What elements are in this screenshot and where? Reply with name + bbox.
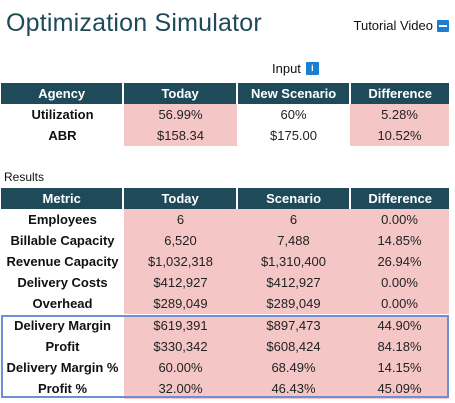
scenario-input[interactable]: 60% <box>237 104 350 125</box>
row-label: Delivery Costs <box>1 272 124 293</box>
scenario-value: 68.49% <box>237 357 350 378</box>
results-row-profit: Profit $330,342 $608,424 84.18% <box>1 336 449 357</box>
results-table-header: Metric Today Scenario Difference <box>1 188 449 209</box>
results-highlighted-body: Delivery Margin $619,391 $897,473 44.90% Pro… <box>1 315 449 399</box>
row-label: Revenue Capacity <box>1 251 124 272</box>
difference-value: 0.00% <box>350 293 449 314</box>
difference-value: 26.94% <box>350 251 449 272</box>
results-row-billable-capacity: Billable Capacity 6,520 7,488 14.85% <box>1 230 449 251</box>
header-metric: Metric <box>42 191 81 206</box>
page-title: Optimization Simulator <box>6 9 262 37</box>
row-label: Billable Capacity <box>1 230 124 251</box>
today-value: $330,342 <box>124 336 237 357</box>
results-table: Metric Today Scenario Difference Employe… <box>1 188 449 399</box>
scenario-value: $289,049 <box>237 293 350 314</box>
results-row-employees: Employees 6 6 0.00% <box>1 209 449 230</box>
results-row-delivery-margin: Delivery Margin $619,391 $897,473 44.90% <box>1 315 449 336</box>
scenario-value: $897,473 <box>237 315 350 336</box>
scenario-value: 7,488 <box>237 230 350 251</box>
scenario-value: $412,927 <box>237 272 350 293</box>
today-value: 32.00% <box>124 378 237 399</box>
difference-value: 45.09% <box>350 378 449 399</box>
today-value: $1,032,318 <box>124 251 237 272</box>
minus-square-icon[interactable] <box>437 19 449 32</box>
scenario-value: 6 <box>237 209 350 230</box>
row-label: Employees <box>1 209 124 230</box>
today-value: $412,927 <box>124 272 237 293</box>
header-today: Today <box>122 83 235 104</box>
today-value: $289,049 <box>124 293 237 314</box>
results-row-overhead: Overhead $289,049 $289,049 0.00% <box>1 293 449 314</box>
input-table: Agency Today New Scenario Difference Uti… <box>1 83 449 146</box>
difference-value: 5.28% <box>350 104 449 125</box>
difference-value: 44.90% <box>350 315 449 336</box>
header-agency: Agency <box>38 86 86 101</box>
difference-value: 0.00% <box>350 272 449 293</box>
input-row-abr: ABR $158.34 $175.00 10.52% <box>1 125 449 146</box>
results-section-label: Results <box>4 170 45 184</box>
input-table-header: Agency Today New Scenario Difference <box>1 83 449 104</box>
info-icon[interactable]: i <box>305 62 319 75</box>
row-label: Delivery Margin % <box>1 357 124 378</box>
input-row-utilization: Utilization 56.99% 60% 5.28% <box>1 104 449 125</box>
row-label: Profit % <box>1 378 124 399</box>
results-row-revenue-capacity: Revenue Capacity $1,032,318 $1,310,400 26.9… <box>1 251 449 272</box>
row-label: Profit <box>1 336 124 357</box>
today-value: 56.99% <box>124 104 237 125</box>
header-scenario: Scenario <box>235 188 349 209</box>
tutorial-video-link[interactable]: Tutorial Video <box>353 18 449 33</box>
difference-value: 14.15% <box>350 357 449 378</box>
input-section-label: Input i <box>272 61 319 76</box>
today-value: 6,520 <box>124 230 237 251</box>
header-new-scenario: New Scenario <box>235 83 349 104</box>
row-label: Utilization <box>1 104 124 125</box>
scenario-value: 46.43% <box>237 378 350 399</box>
input-label-text: Input <box>272 61 301 76</box>
tutorial-video-label[interactable]: Tutorial Video <box>353 18 434 33</box>
today-value: $619,391 <box>124 315 237 336</box>
scenario-input[interactable]: $175.00 <box>237 125 350 146</box>
row-label: Delivery Margin <box>1 315 124 336</box>
difference-value: 14.85% <box>350 230 449 251</box>
header-difference: Difference <box>349 83 449 104</box>
results-row-profit: Profit % 32.00% 46.43% 45.09% <box>1 378 449 399</box>
today-value: 6 <box>124 209 237 230</box>
difference-value: 10.52% <box>350 125 449 146</box>
results-row-delivery-margin: Delivery Margin % 60.00% 68.49% 14.15% <box>1 357 449 378</box>
scenario-value: $608,424 <box>237 336 350 357</box>
results-row-delivery-costs: Delivery Costs $412,927 $412,927 0.00% <box>1 272 449 293</box>
today-value: 60.00% <box>124 357 237 378</box>
difference-value: 84.18% <box>350 336 449 357</box>
results-body: Employees 6 6 0.00% Billable Capacity 6,520 7,… <box>1 209 449 314</box>
difference-value: 0.00% <box>350 209 449 230</box>
header-difference: Difference <box>349 188 449 209</box>
header-today: Today <box>122 188 235 209</box>
today-value: $158.34 <box>124 125 237 146</box>
row-label: Overhead <box>1 293 124 314</box>
scenario-value: $1,310,400 <box>237 251 350 272</box>
row-label: ABR <box>1 125 124 146</box>
